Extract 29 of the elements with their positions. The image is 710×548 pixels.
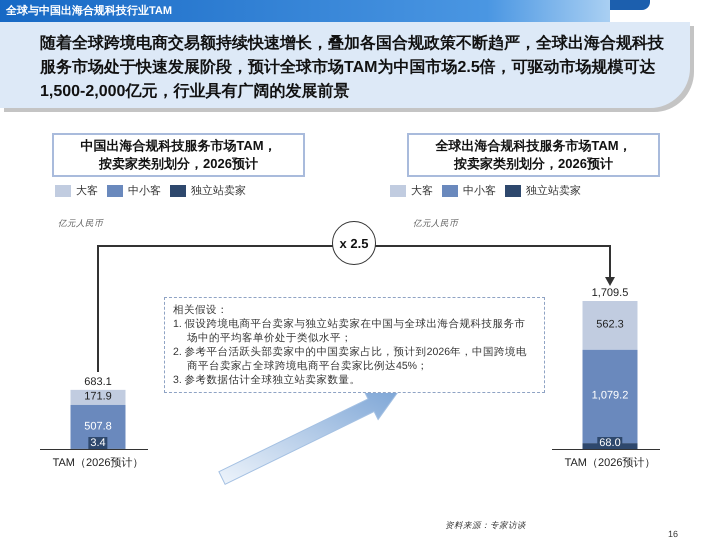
data-label: 507.8 bbox=[84, 420, 112, 434]
text: 相关假设： bbox=[173, 303, 229, 317]
text: 3. 参考数据估计全球独立站卖家数量。 bbox=[173, 373, 362, 387]
text: 16 bbox=[668, 529, 678, 539]
data-label: 1,079.2 bbox=[592, 390, 628, 403]
legend-label: 大客 bbox=[76, 184, 98, 198]
total-label: 683.1 bbox=[84, 376, 112, 388]
legend-label: 独立站卖家 bbox=[191, 184, 246, 198]
legend-label: 独立站卖家 bbox=[526, 184, 581, 198]
text: 亿元人民币 bbox=[413, 218, 458, 230]
data-label: 171.9 bbox=[84, 390, 112, 404]
legend-label: 大客 bbox=[411, 184, 433, 198]
text: 全球与中国出海合规科技行业TAM bbox=[6, 4, 172, 19]
total-label: 1,709.5 bbox=[592, 287, 628, 299]
chart-title: 全球出海合规科技服务市场TAM，按卖家类别划分，2026预计 bbox=[434, 137, 633, 173]
x-tick-label: TAM（2026预计） bbox=[564, 456, 656, 469]
text: 亿元人民币 bbox=[58, 218, 103, 230]
data-label: 562.3 bbox=[596, 318, 624, 332]
text: 中国出海合规科技服务市场TAM，按卖家类别划分，2026预计 bbox=[79, 137, 278, 173]
legend-label: 中小客 bbox=[463, 184, 496, 198]
text: 随着全球跨境电商交易额持续快速增长，叠加各国合规政策不断趋严，全球出海合规科技服务市场处于快速发展阶段，预计全球市场TAM为中国市场2.5倍，可驱动市场规模可达1,500-2,000亿元，行业具有广阔的发展前景 bbox=[40, 33, 665, 102]
data-label: 68.0 bbox=[597, 437, 623, 449]
data-label: 3.4 bbox=[88, 437, 108, 449]
text: 1. 假设跨境电商平台卖家与独立站卖家在中国与全球出海合规科技服务市场中的平均客单价处于类似水平； bbox=[173, 317, 527, 345]
text: 2. 参考平台活跃头部卖家中的中国卖家占比，预计到2026年，中国跨境电商平台卖家占全球跨境电商平台卖家比例达45%； bbox=[173, 345, 528, 373]
legend-label: 中小客 bbox=[128, 184, 161, 198]
text: 资料来源：专家访谈 bbox=[445, 520, 526, 532]
text: x 2.5 bbox=[340, 236, 368, 250]
x-tick-label: TAM（2026预计） bbox=[52, 456, 144, 469]
